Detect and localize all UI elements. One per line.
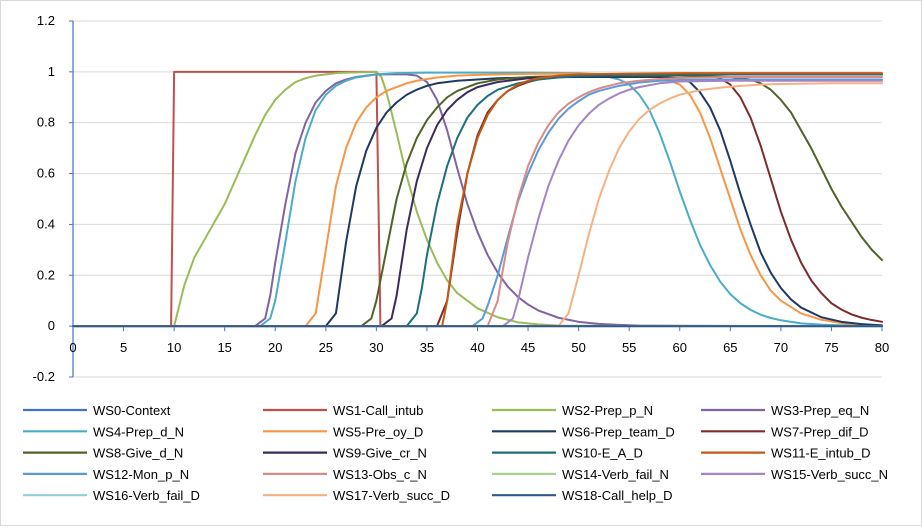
x-tick-label: 30	[369, 340, 383, 355]
legend-item: WS10-E_A_D	[492, 446, 643, 461]
legend-item: WS0-Context	[23, 403, 171, 418]
x-tick-label: 15	[217, 340, 231, 355]
series-line-ws3-prep-eq-n	[72, 73, 883, 328]
legend-item: WS8-Give_d_N	[23, 446, 183, 461]
legend-label: WS1-Call_intub	[333, 403, 423, 418]
legend-label: WS10-E_A_D	[562, 446, 643, 461]
series-line-ws7-prep-dif-d	[72, 73, 883, 328]
series-line-ws15-verb-succ-n	[72, 79, 883, 328]
legend-item: WS2-Prep_p_N	[492, 403, 653, 418]
legend-item: WS11-E_intub_D	[701, 446, 870, 461]
x-tick-label: 70	[774, 340, 788, 355]
series-line-ws12-mon-p-n	[72, 78, 883, 328]
legend-label: WS9-Give_cr_N	[333, 446, 427, 461]
legend-item: WS9-Give_cr_N	[263, 446, 427, 461]
y-tick-label: 0.8	[37, 115, 55, 130]
series-line-ws11-e-intub-d	[72, 72, 883, 328]
legend-label: WS0-Context	[93, 403, 171, 418]
legend-item: WS14-Verb_fail_N	[492, 467, 669, 482]
series-line-ws1-call-intub	[72, 70, 883, 328]
legend-item: WS7-Prep_dif_D	[701, 424, 869, 439]
axis-layer: -0.2 0 0.2 0.4 0.6 0.8 1 1.2 0 5 10 15 20 25 30 35 40 45 5…	[33, 13, 890, 384]
x-tick-label: 60	[673, 340, 687, 355]
y-tick-label: 1	[48, 64, 55, 79]
legend-label: WS11-E_intub_D	[771, 446, 870, 461]
legend-label: WS15-Verb_succ_N	[771, 467, 888, 482]
legend-item: WS3-Prep_eq_N	[701, 403, 869, 418]
legend-label: WS3-Prep_eq_N	[771, 403, 869, 418]
y-tick-label: 0.2	[37, 267, 55, 282]
legend-label: WS17-Verb_succ_D	[333, 488, 450, 503]
y-tick-label: -0.2	[33, 369, 55, 384]
legend-label: WS6-Prep_team_D	[562, 424, 675, 439]
x-tick-label: 0	[69, 340, 76, 355]
y-tick-label: 0.4	[37, 216, 55, 231]
legend-label: WS13-Obs_c_N	[333, 467, 427, 482]
x-tick-label: 50	[571, 340, 585, 355]
x-tick-label: 55	[622, 340, 636, 355]
legend-item: WS12-Mon_p_N	[23, 467, 189, 482]
legend-label: WS7-Prep_dif_D	[771, 424, 869, 439]
y-tick-label: 1.2	[37, 13, 55, 28]
legend-item: WS6-Prep_team_D	[492, 424, 675, 439]
legend-item: WS1-Call_intub	[263, 403, 423, 418]
x-tick-label: 35	[420, 340, 434, 355]
legend-label: WS2-Prep_p_N	[562, 403, 653, 418]
legend-label: WS4-Prep_d_N	[93, 424, 184, 439]
legend-item: WS16-Verb_fail_D	[23, 488, 200, 503]
series-line-ws17-verb-succ-d	[72, 82, 883, 328]
x-tick-label: 75	[824, 340, 838, 355]
legend-item: WS15-Verb_succ_N	[701, 467, 888, 482]
legend-item: WS4-Prep_d_N	[23, 424, 184, 439]
legend-label: WS14-Verb_fail_N	[562, 467, 669, 482]
legend-label: WS5-Pre_oy_D	[333, 424, 423, 439]
legend-label: WS16-Verb_fail_D	[93, 488, 200, 503]
series-line-ws5-pre-oy-d	[72, 72, 883, 328]
x-tick-label: 45	[521, 340, 535, 355]
series-layer	[72, 70, 883, 328]
series-line-ws13-obs-c-n	[72, 75, 883, 328]
legend: WS0-Context WS1-Call_intub WS2-Prep_p_N WS3…	[23, 403, 888, 503]
legend-item: WS17-Verb_succ_D	[263, 488, 450, 503]
series-line-ws4-prep-d-n	[72, 71, 883, 328]
legend-label: WS8-Give_d_N	[93, 446, 183, 461]
series-line-ws2-prep-p-n	[72, 70, 883, 328]
x-tick-label: 80	[875, 340, 889, 355]
legend-item: WS18-Call_help_D	[492, 488, 673, 503]
y-tick-label: 0.6	[37, 166, 55, 181]
x-tick-label: 10	[167, 340, 181, 355]
legend-item: WS13-Obs_c_N	[263, 467, 427, 482]
series-line-ws6-prep-team-d	[72, 75, 883, 328]
series-line-ws9-give-cr-n	[72, 73, 883, 328]
x-tick-label: 40	[470, 340, 484, 355]
series-line-ws8-give-d-n	[72, 74, 883, 328]
series-line-ws10-e-a-d	[72, 73, 883, 328]
x-tick-label: 5	[120, 340, 127, 355]
legend-item: WS5-Pre_oy_D	[263, 424, 423, 439]
y-tick-label: 0	[48, 318, 55, 333]
x-tick-label: 25	[319, 340, 333, 355]
legend-label: WS12-Mon_p_N	[93, 467, 189, 482]
x-tick-label: 65	[723, 340, 737, 355]
legend-label: WS18-Call_help_D	[562, 488, 673, 503]
x-tick-label: 20	[268, 340, 282, 355]
